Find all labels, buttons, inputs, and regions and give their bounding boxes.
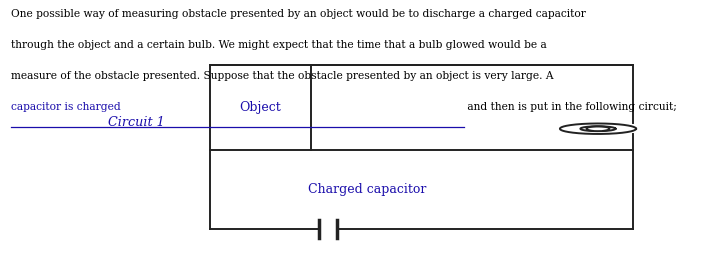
Text: capacitor is charged: capacitor is charged bbox=[10, 102, 120, 112]
Bar bbox=[210, 65, 311, 150]
Text: and then is put in the following circuit;: and then is put in the following circuit… bbox=[464, 102, 677, 112]
Text: Object: Object bbox=[240, 101, 282, 114]
Text: Circuit 1: Circuit 1 bbox=[108, 116, 165, 129]
Text: Charged capacitor: Charged capacitor bbox=[308, 183, 427, 196]
Text: through the object and a certain bulb. We might expect that the time that a bulb: through the object and a certain bulb. W… bbox=[10, 40, 546, 50]
Text: measure of the obstacle presented. Suppose that the obstacle presented by an obj: measure of the obstacle presented. Suppo… bbox=[10, 71, 553, 81]
Text: One possible way of measuring obstacle presented by an object would be to discha: One possible way of measuring obstacle p… bbox=[10, 9, 585, 19]
